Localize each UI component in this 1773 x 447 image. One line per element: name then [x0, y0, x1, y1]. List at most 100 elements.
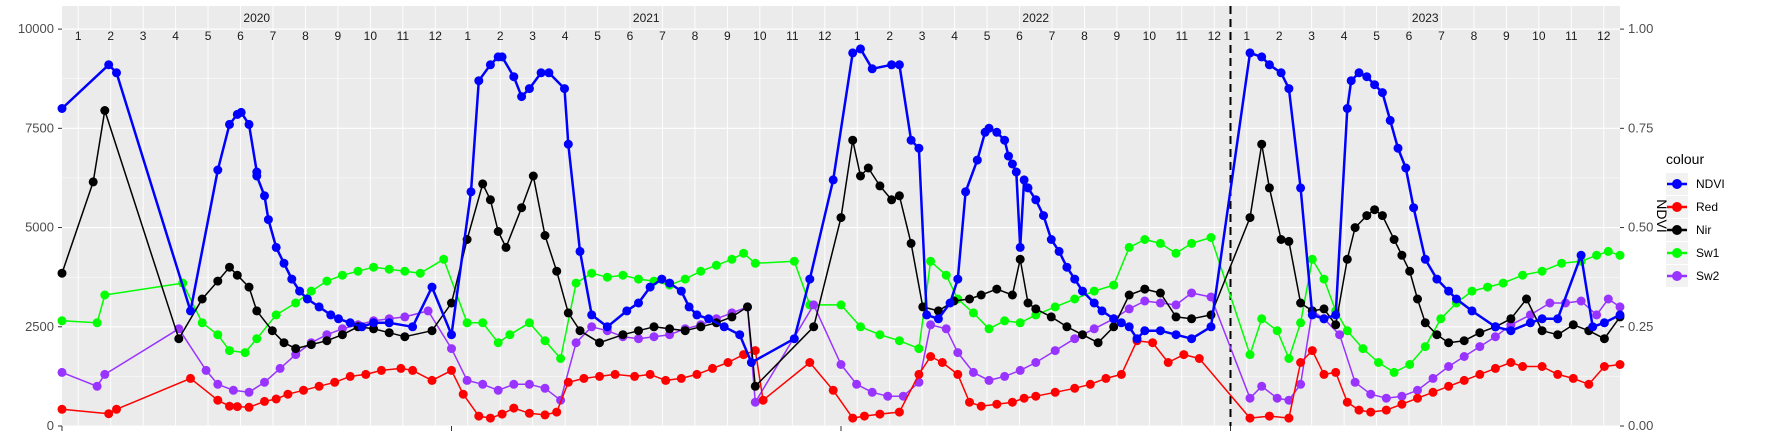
data-point-sw2 [228, 385, 238, 395]
data-point-ndvi [1370, 80, 1380, 90]
month-label: 9 [335, 29, 342, 43]
data-point-sw1 [505, 330, 515, 340]
legend: colour NDVI Red Nir Sw1 Sw2 [1666, 151, 1725, 287]
y-right-tick-label: 0.00 [1628, 418, 1653, 433]
data-point-ndvi [1089, 298, 1099, 308]
data-point-ndvi [1109, 314, 1119, 324]
data-point-sw1 [1070, 294, 1080, 304]
month-label: 9 [1114, 29, 1121, 43]
data-point-ndvi [1004, 151, 1013, 161]
data-point-red [1070, 383, 1080, 393]
data-point-red [1331, 367, 1341, 377]
data-point-nir [1432, 330, 1442, 340]
data-point-sw2 [400, 312, 410, 322]
data-point-sw2 [1171, 300, 1181, 310]
data-point-red [1413, 393, 1422, 403]
data-point-sw2 [750, 397, 760, 407]
data-point-sw1 [524, 318, 534, 328]
data-point-ndvi [945, 298, 955, 308]
legend-key-point [1672, 248, 1682, 258]
legend-key-point [1672, 179, 1682, 189]
year-label: 2023 [1412, 11, 1439, 25]
data-point-ndvi [692, 310, 702, 320]
data-point-red [474, 411, 484, 421]
data-point-ndvi [369, 318, 379, 328]
data-point-sw2 [1257, 381, 1267, 391]
data-point-red [1245, 413, 1255, 423]
data-point-nir [809, 322, 819, 332]
data-point-nir [306, 340, 316, 350]
data-point-ndvi [1011, 167, 1021, 177]
data-point-nir [1023, 298, 1033, 308]
data-point-sw1 [271, 310, 281, 320]
month-label: 7 [270, 29, 277, 43]
data-point-red [1007, 397, 1017, 407]
data-point-ndvi [252, 171, 262, 181]
y-left-tick-label: 10000 [18, 21, 54, 36]
data-point-red [1397, 399, 1407, 409]
data-point-ndvi [314, 302, 324, 312]
data-point-nir [1015, 254, 1025, 264]
data-point-red [610, 369, 620, 379]
month-label: 3 [1308, 29, 1315, 43]
data-point-sw2 [649, 332, 659, 342]
month-label: 11 [397, 29, 410, 43]
data-point-nir [1370, 205, 1380, 215]
data-point-nir [322, 336, 332, 346]
data-point-red [875, 409, 885, 419]
data-point-nir [493, 227, 503, 236]
data-point-ndvi [789, 334, 799, 344]
data-point-ndvi [485, 60, 495, 70]
data-point-ndvi [684, 302, 694, 312]
month-label: 2 [1276, 29, 1283, 43]
data-point-sw2 [836, 360, 846, 369]
data-point-red [57, 404, 67, 414]
data-point-ndvi [1039, 211, 1048, 221]
data-point-sw1 [1296, 318, 1306, 328]
data-point-ndvi [260, 191, 269, 201]
data-point-ndvi [1062, 262, 1072, 272]
data-point-sw1 [1124, 242, 1134, 252]
data-point-sw1 [1187, 238, 1197, 248]
data-point-red [1428, 387, 1438, 397]
data-point-ndvi [560, 84, 569, 94]
legend-item-red: Red [1666, 196, 1718, 218]
data-point-red [376, 365, 386, 375]
data-point-nir [563, 308, 573, 318]
data-point-sw1 [914, 344, 924, 354]
data-point-ndvi [1000, 135, 1010, 145]
data-point-sw1 [57, 316, 67, 326]
month-label: 12 [1208, 29, 1222, 43]
data-point-nir [727, 312, 737, 322]
data-point-nir [634, 326, 643, 336]
data-point-red [509, 403, 519, 413]
legend-item-sw1: Sw1 [1666, 242, 1720, 264]
data-point-ndvi [474, 76, 484, 86]
data-point-ndvi [1031, 195, 1041, 205]
legend-label-sw2: Sw2 [1696, 269, 1720, 283]
month-label: 7 [659, 29, 666, 43]
data-point-sw2 [898, 391, 908, 401]
month-label: 10 [364, 29, 378, 43]
data-point-ndvi [1385, 115, 1395, 125]
data-point-red [1490, 363, 1500, 373]
data-point-nir [976, 290, 986, 300]
data-point-red [524, 408, 534, 418]
data-point-ndvi [1401, 163, 1411, 173]
data-point-ndvi [894, 60, 904, 70]
data-point-ndvi [805, 274, 815, 284]
data-point-ndvi [357, 322, 367, 332]
data-point-nir [1553, 330, 1563, 340]
month-label: 10 [1532, 29, 1546, 43]
data-point-sw1 [240, 348, 250, 358]
data-point-sw1 [984, 324, 994, 334]
data-point-ndvi [326, 310, 336, 320]
data-point-nir [595, 338, 604, 348]
data-point-ndvi [1023, 183, 1033, 193]
data-point-ndvi [1615, 310, 1625, 320]
month-label: 3 [529, 29, 536, 43]
data-point-sw1 [1000, 316, 1010, 326]
data-point-sw1 [415, 268, 425, 278]
data-point-sw1 [1615, 250, 1625, 260]
data-point-nir [848, 135, 858, 145]
